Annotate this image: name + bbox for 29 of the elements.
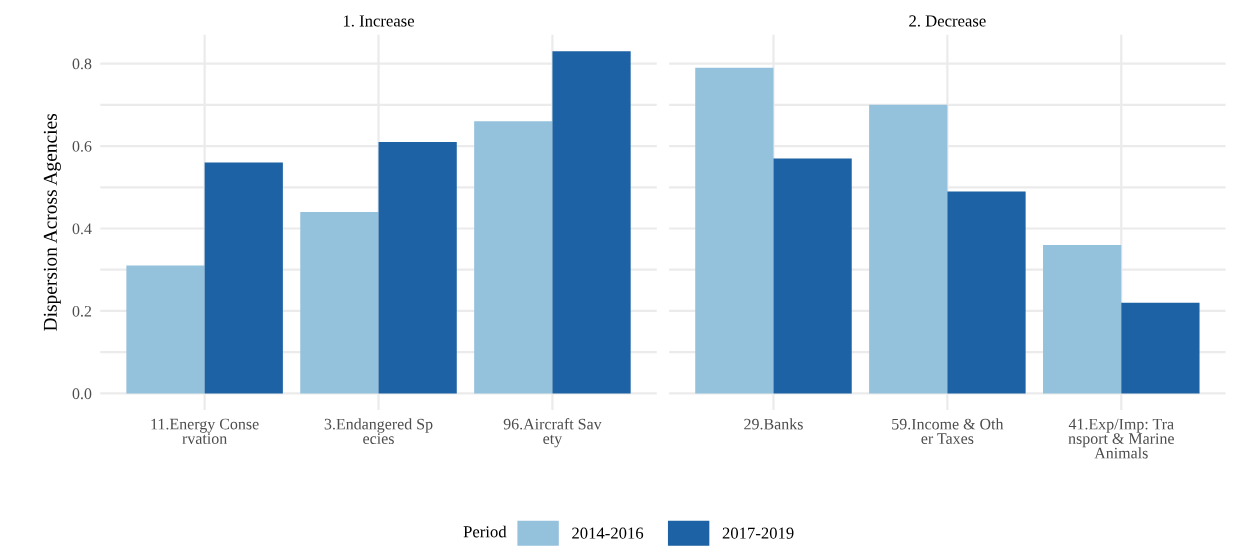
bar bbox=[204, 162, 283, 394]
bar bbox=[378, 141, 457, 394]
x-tick-label: 11.Energy Conse rvation bbox=[151, 418, 259, 444]
bar bbox=[300, 212, 379, 394]
x-tick-label: 29.Banks bbox=[744, 418, 803, 430]
bar bbox=[474, 121, 553, 394]
y-tick-label: 0.2 bbox=[72, 305, 92, 317]
bar bbox=[1121, 302, 1200, 394]
chart-title: 1. Increase bbox=[343, 15, 415, 27]
bar bbox=[126, 265, 205, 394]
chart-title: 2. Decrease bbox=[909, 15, 986, 27]
bar bbox=[869, 104, 948, 394]
y-tick-label: 0.6 bbox=[72, 140, 92, 152]
y-axis-title: Dispersion Across Agencies bbox=[43, 113, 61, 331]
x-tick-label: 59.Income & Oth er Taxes bbox=[892, 418, 1004, 444]
bar bbox=[773, 158, 852, 394]
legend-title: Period bbox=[463, 525, 507, 538]
x-tick-label: 96.Aircraft Sav ety bbox=[503, 418, 602, 448]
bar bbox=[695, 67, 774, 394]
bar bbox=[1043, 245, 1122, 394]
y-tick-label: 0.0 bbox=[72, 388, 92, 400]
x-tick-label: 3.Endangered Sp ecies bbox=[324, 418, 433, 445]
legend-label: 2014-2016 bbox=[572, 527, 644, 539]
bar bbox=[552, 51, 631, 394]
y-tick-label: 0.8 bbox=[72, 58, 92, 70]
x-tick-label: 41.Exp/Imp: Tra nsport & Marine Animals bbox=[1068, 418, 1174, 459]
legend-label: 2017-2019 bbox=[722, 527, 794, 539]
y-tick-label: 0.4 bbox=[72, 223, 92, 235]
bar bbox=[947, 191, 1026, 394]
